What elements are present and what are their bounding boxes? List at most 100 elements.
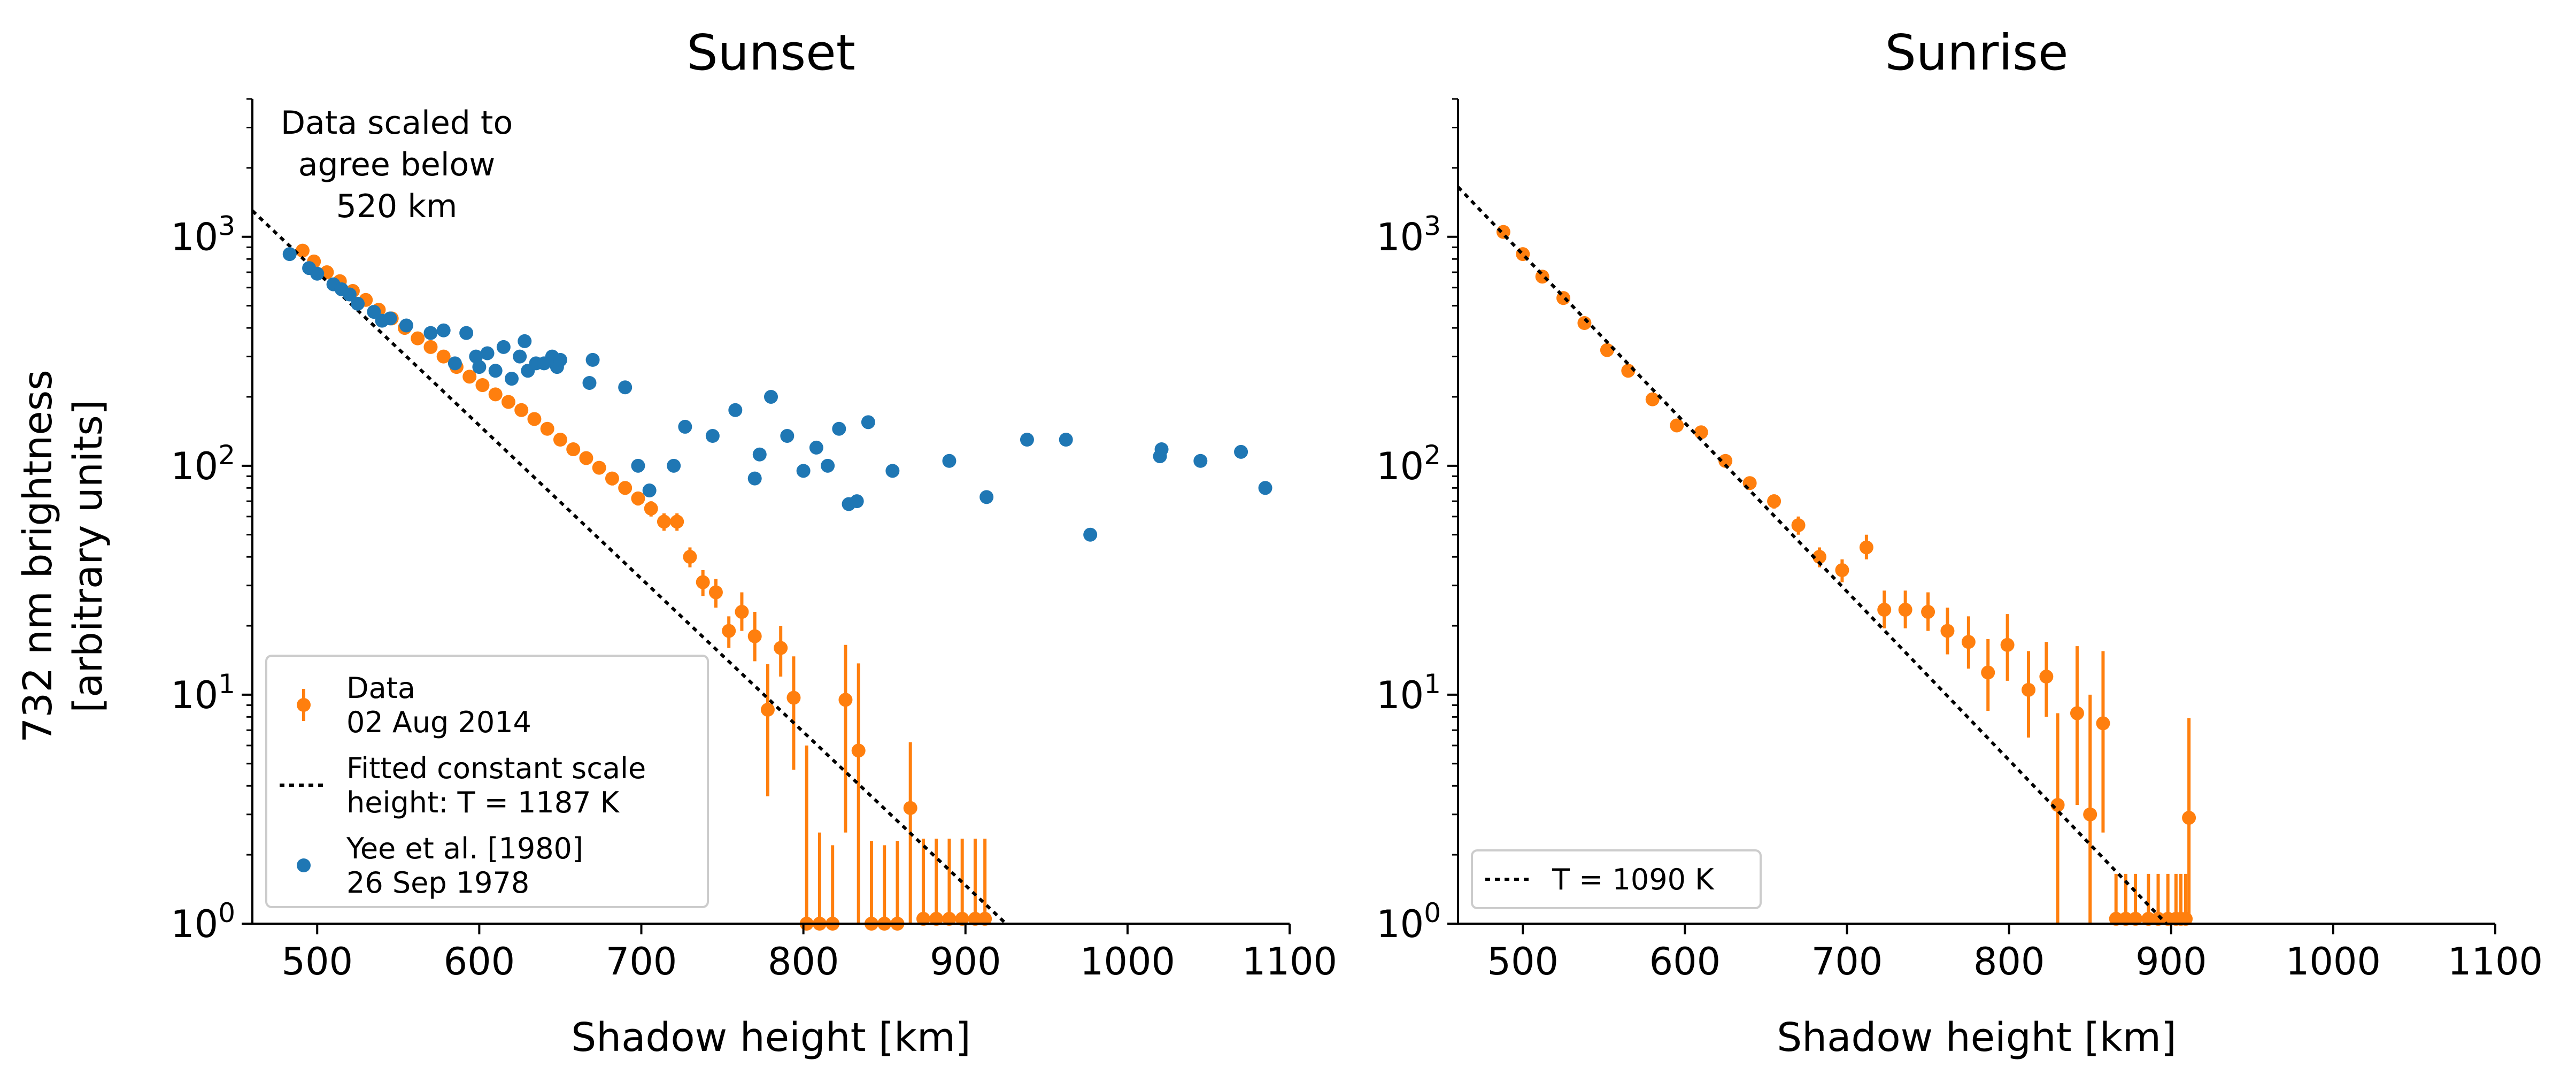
sunset-title: Sunset <box>687 24 855 81</box>
data-point <box>903 801 917 815</box>
data-point <box>760 702 775 717</box>
data-point <box>644 501 658 516</box>
data-point <box>1981 665 1995 680</box>
data-point <box>851 743 866 758</box>
legend-label: Data <box>346 671 415 705</box>
yee-point <box>752 447 767 462</box>
x-tick-label: 800 <box>768 940 839 984</box>
data-point <box>501 395 515 409</box>
data-point <box>631 491 645 505</box>
data-point <box>1835 563 1849 578</box>
data-point <box>1496 225 1510 239</box>
yee-point <box>488 364 503 378</box>
data-point <box>553 433 567 447</box>
yee-point <box>1059 433 1073 447</box>
yee-point <box>809 440 823 455</box>
yee-point <box>705 429 720 443</box>
legend-label: Fitted constant scale <box>346 751 646 785</box>
data-point <box>411 331 425 346</box>
yee-point <box>351 296 365 311</box>
data-point <box>1961 635 1976 649</box>
data-point <box>436 349 451 364</box>
data-point <box>1694 425 1708 440</box>
data-point <box>1791 518 1806 532</box>
data-point <box>929 911 944 926</box>
yee-point <box>496 340 511 354</box>
legend-label: T = 1090 K <box>1552 863 1715 896</box>
yee-point <box>1083 527 1098 542</box>
data-point <box>696 575 710 589</box>
yee-point <box>513 349 527 364</box>
data-point <box>747 629 762 643</box>
data-point <box>968 911 982 926</box>
data-point <box>462 370 477 384</box>
shared-y-label: 732 nm brightness [arbitrary units] <box>15 370 111 743</box>
yee-point <box>1234 444 1248 459</box>
yee-point <box>553 352 567 367</box>
data-point <box>657 515 671 529</box>
data-point <box>475 378 490 393</box>
yee-point <box>518 334 532 348</box>
data-point <box>488 387 503 402</box>
sunset-axes: 500 600 700 800 900 1000 1100 100 101 102 103 <box>171 98 1337 984</box>
y-tick-label: 101 <box>171 669 235 717</box>
yee-point <box>832 421 846 436</box>
data-point <box>2022 682 2035 697</box>
data-point <box>708 585 723 600</box>
sunrise-legend: T = 1090 K <box>1471 849 1762 909</box>
yee-point <box>667 458 681 473</box>
yee-point <box>342 287 357 302</box>
data-point <box>722 624 736 638</box>
annotation-line2: agree below <box>298 146 496 183</box>
sunset-annotation: Data scaled to agree below 520 km <box>281 104 513 225</box>
legend-label: 02 Aug 2014 <box>346 705 531 739</box>
data-point <box>514 403 529 417</box>
yee-point <box>861 415 875 429</box>
legend-label: height: T = 1187 K <box>346 786 620 819</box>
data-point <box>2151 911 2165 926</box>
yee-point <box>423 326 438 340</box>
y-axis-label-line2: [arbitrary units] <box>65 400 111 713</box>
data-point <box>2128 911 2143 926</box>
data-point <box>423 340 438 354</box>
x-tick-label: 900 <box>930 940 1001 984</box>
yee-point <box>1154 442 1169 457</box>
x-tick-label: 1000 <box>1080 940 1175 984</box>
yee-point <box>436 323 451 337</box>
data-point <box>1940 624 1955 638</box>
yee-point <box>728 403 743 417</box>
x-tick-label: 1100 <box>1242 940 1337 984</box>
data-point <box>916 911 930 926</box>
series-1 <box>1456 186 2168 925</box>
x-tick-label: 800 <box>1973 940 2045 984</box>
data-point <box>683 550 697 564</box>
sunset-panel: Sunset 500 600 700 800 900 1000 1100 100 101 102 1… <box>171 24 1337 1061</box>
data-point <box>605 471 619 486</box>
y-tick-label: 102 <box>1376 440 1441 488</box>
series-2 <box>282 247 1272 542</box>
data-point <box>592 460 606 475</box>
data-point <box>1742 476 1757 490</box>
data-point <box>2039 670 2054 684</box>
yee-point <box>448 356 462 371</box>
data-point <box>786 690 801 705</box>
legend-box <box>1471 849 1762 909</box>
yee-point <box>472 360 487 374</box>
data-point <box>1898 603 1912 617</box>
yee-point <box>678 419 692 434</box>
yee-point <box>642 483 657 498</box>
y-tick-label: 100 <box>1376 897 1441 946</box>
data-point <box>540 421 554 436</box>
x-tick-label: 500 <box>281 940 353 984</box>
yee-point <box>821 458 835 473</box>
sunrise-axes: 500 600 700 800 900 1000 1100 100 101 102 103 <box>1376 98 2543 984</box>
data-point <box>1877 603 1892 617</box>
data-point <box>670 515 684 529</box>
yee-point <box>310 266 325 281</box>
annotation-line3: 520 km <box>336 188 458 225</box>
data-point <box>1670 418 1684 433</box>
yee-point <box>367 305 381 319</box>
sunrise-marks <box>1456 186 2196 926</box>
legend-box <box>265 655 709 908</box>
